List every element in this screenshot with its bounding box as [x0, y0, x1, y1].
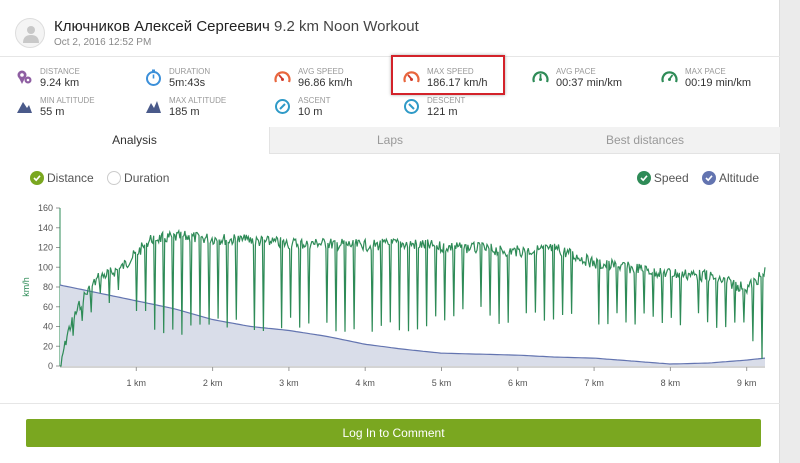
y-tick-label: 40: [43, 322, 53, 332]
stat-label: DESCENT: [427, 96, 466, 105]
stat-label: DURATION: [169, 67, 211, 76]
option-duration[interactable]: Duration: [107, 171, 169, 185]
stat-label: AVG PACE: [556, 67, 596, 76]
descent-compass-icon: [404, 99, 419, 114]
x-tick-label: 6 km: [508, 378, 528, 388]
stat-label: DISTANCE: [40, 67, 80, 76]
speed-line: [60, 228, 766, 367]
y-tick-label: 80: [43, 282, 53, 292]
stat-label: MIN ALTITUDE: [40, 96, 95, 105]
mountain-icon: [17, 102, 32, 113]
highlight-box: [391, 55, 505, 95]
activity-header: Ключников Алексей Сергеевич 9.2 km Noon …: [0, 0, 780, 57]
stopwatch-icon: [146, 69, 161, 86]
stat-value: 00:37 min/km: [556, 77, 623, 89]
athlete-name[interactable]: Ключников Алексей Сергеевич: [54, 18, 270, 35]
toggle-speed[interactable]: Speed: [636, 171, 689, 185]
checked-icon: [30, 171, 44, 185]
stat-value: 10 m: [298, 106, 323, 118]
activity-date: Oct 2, 2016 12:52 PM: [54, 37, 152, 48]
altitude-area: [60, 285, 765, 366]
toggle-altitude[interactable]: Altitude: [701, 171, 759, 185]
activity-name: 9.2 km Noon Workout: [274, 18, 419, 35]
mountain-icon: [146, 101, 161, 113]
stat-value: 00:19 min/km: [685, 77, 752, 89]
distance-pin-icon: [17, 70, 32, 84]
tab-laps[interactable]: Laps: [376, 133, 404, 147]
y-tick-label: 140: [38, 223, 53, 233]
login-to-comment-button[interactable]: Log In to Comment: [26, 419, 761, 447]
stat-min-altitude: MIN ALTITUDE 55 m: [16, 95, 141, 123]
stat-value: 9.24 km: [40, 77, 80, 89]
analysis-tabs: Analysis Laps Best distances: [0, 127, 780, 154]
x-tick-label: 3 km: [279, 378, 299, 388]
y-tick-label: 100: [38, 262, 53, 272]
y-tick-label: 20: [43, 341, 53, 351]
option-label: Duration: [124, 171, 170, 185]
x-tick-label: 8 km: [661, 378, 681, 388]
x-tick-label: 1 km: [127, 378, 147, 388]
y-axis-label: km/h: [21, 277, 31, 297]
stats-panel: DISTANCE 9.24 km DURATION 5m:43s AVG SPE…: [0, 58, 780, 126]
stat-value: 5m:43s: [169, 77, 206, 89]
x-tick-label: 2 km: [203, 378, 223, 388]
stat-value: 186.17 km/h: [427, 77, 488, 89]
checked-icon: [701, 171, 716, 185]
checked-icon: [636, 171, 651, 185]
divider: [0, 403, 780, 404]
stat-label: ASCENT: [298, 96, 331, 105]
stat-label: MAX ALTITUDE: [169, 96, 227, 105]
stat-descent: DESCENT 121 m: [403, 95, 528, 123]
x-tick-label: 7 km: [584, 378, 604, 388]
stat-label: AVG SPEED: [298, 67, 344, 76]
x-tick-label: 4 km: [355, 378, 375, 388]
option-distance[interactable]: Distance: [30, 171, 94, 185]
pace-gauge-icon: [532, 71, 549, 83]
stat-label: MAX PACE: [685, 67, 726, 76]
activity-card: Ключников Алексей Сергеевич 9.2 km Noon …: [0, 0, 780, 463]
speedometer-icon: [403, 71, 420, 83]
speed-altitude-chart[interactable]: 0 20 40 60 80 100 120 140 160 km/h 1 km 2 km 3 km 4 k…: [0, 198, 780, 398]
stat-avg-pace: AVG PACE 00:37 min/km: [532, 66, 657, 94]
stat-label: MAX SPEED: [427, 67, 474, 76]
avatar[interactable]: [15, 18, 45, 48]
stat-duration: DURATION 5m:43s: [145, 66, 270, 94]
stat-avg-speed: AVG SPEED 96.86 km/h: [274, 66, 399, 94]
y-tick-label: 0: [48, 361, 53, 371]
stat-value: 55 m: [40, 106, 65, 118]
stat-value: 121 m: [427, 106, 458, 118]
x-tick-label: 9 km: [737, 378, 757, 388]
stat-max-pace: MAX PACE 00:19 min/km: [661, 66, 786, 94]
pace-gauge-icon: [661, 71, 678, 83]
toggle-label: Speed: [653, 171, 689, 185]
tab-best-distances[interactable]: Best distances: [605, 133, 685, 147]
option-label: Distance: [47, 171, 94, 185]
y-tick-label: 60: [43, 302, 53, 312]
y-tick-label: 160: [38, 203, 53, 213]
toggle-label: Altitude: [718, 171, 759, 185]
tab-analysis[interactable]: Analysis: [0, 127, 270, 154]
stat-value: 185 m: [169, 106, 200, 118]
user-icon: [23, 26, 39, 43]
stat-max-altitude: MAX ALTITUDE 185 m: [145, 95, 270, 123]
x-tick-label: 5 km: [432, 378, 452, 388]
series-toggles: Speed Altitude: [627, 171, 759, 185]
stat-value: 96.86 km/h: [298, 77, 353, 89]
stat-ascent: ASCENT 10 m: [274, 95, 399, 123]
y-tick-label: 120: [38, 243, 53, 253]
stat-distance: DISTANCE 9.24 km: [16, 66, 141, 94]
activity-title: Ключников Алексей Сергеевич 9.2 km Noon …: [54, 18, 419, 35]
x-axis-selector: Distance Duration: [30, 171, 179, 185]
stat-max-speed: MAX SPEED 186.17 km/h: [403, 66, 528, 94]
speedometer-icon: [274, 71, 291, 83]
ascent-compass-icon: [275, 99, 290, 114]
altitude-line: [59, 284, 766, 365]
page-background: [781, 0, 800, 463]
unchecked-icon: [107, 171, 122, 185]
